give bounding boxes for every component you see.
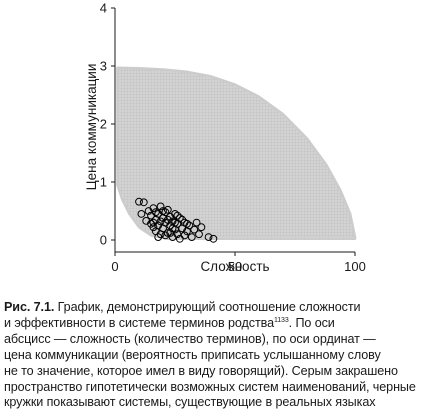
real-system-point [183,219,191,228]
real-system-point [156,217,165,226]
real-system-point [197,223,206,232]
real-system-point [149,223,158,232]
real-system-point [178,215,187,224]
real-system-point [187,233,196,242]
real-system-point [151,208,160,217]
figure-caption: Рис. 7.1. График, демонстрирующий соотно… [4,300,444,411]
real-system-point [163,205,172,214]
real-system-point [192,218,201,227]
real-system-point [159,207,167,215]
real-system-point [175,214,184,222]
real-system-point [190,225,199,234]
real-system-point [171,210,179,218]
possible-systems-region [116,66,357,241]
x-tick-label: 0 [111,259,118,274]
caption-line-2: и эффективности в системе терминов родст… [4,315,274,330]
caption-line-3: абсцисс — сложность (количество терминов… [4,331,376,346]
real-system-point [161,231,170,240]
y-tick-label: 3 [100,59,107,74]
real-system-point [171,218,179,227]
real-system-point [209,234,218,243]
caption-line-7: кружки показывают системы, существующие … [4,395,376,410]
real-system-point [149,204,158,213]
caption-line-5: не то значение, которое имел в виду гово… [4,363,398,378]
real-system-point [173,230,182,239]
y-tick-label: 1 [100,175,107,190]
real-system-point [204,233,213,242]
real-system-point [163,215,172,224]
footnote-reference: 1133 [273,316,289,324]
x-tick-label: 100 [344,259,366,274]
real-system-point [137,210,146,218]
caption-figure-label: Рис. 7.1. [4,300,55,314]
ticks-layer: 0 1 2 3 4 0 50 100 [100,1,366,275]
caption-line-1: График, демонстрирующий соотношение слож… [57,300,361,314]
real-system-point [154,233,163,242]
possible-systems-region-layer [116,66,357,241]
y-tick-label: 4 [100,1,107,16]
caption-line-2-end: . По оси [288,315,335,330]
real-system-point [173,211,182,220]
real-system-point [163,229,172,237]
x-tick-label: 50 [228,259,242,274]
y-tick-label: 0 [100,233,107,248]
x-axis-title: Сложность [200,259,269,274]
real-system-point [180,231,189,240]
chart-svg: 0 1 2 3 4 0 50 100 Сложность Цена коммуникации [84,1,366,275]
real-system-point [185,221,194,230]
real-system-point [149,218,158,227]
real-systems-points-layer [135,197,218,243]
y-axis-title: Цена коммуникации [84,64,99,191]
caption-line-4: цена коммуникации (вероятность приписать… [4,347,381,362]
y-tick-label: 2 [100,117,107,132]
real-system-point [195,230,203,239]
real-system-point [139,198,148,207]
real-system-point [166,229,175,237]
real-system-point [135,197,143,206]
caption-line-6: пространство гипотетически возможных сис… [4,379,416,394]
real-system-point [156,202,165,211]
